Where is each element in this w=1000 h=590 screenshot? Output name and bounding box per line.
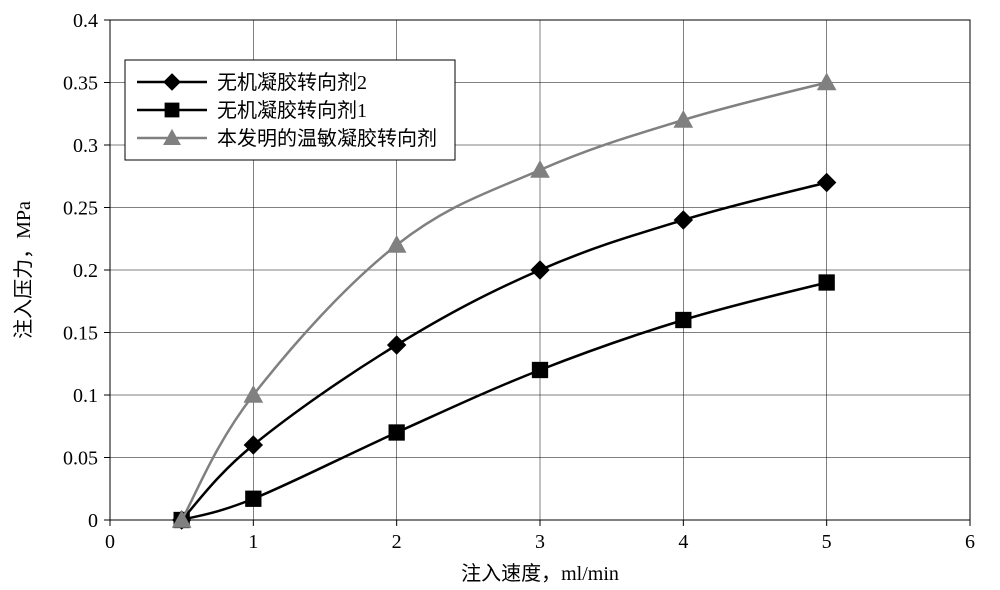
x-tick-label: 1: [248, 531, 258, 553]
chart-container: 0 1 2 3 4 5 6 0 0.05 0.1 0.15 0.2 0.25 0.3 0.35 0.4 注入速度…: [0, 0, 1000, 590]
x-tick-label: 5: [822, 531, 832, 553]
x-tick-label: 6: [965, 531, 975, 553]
x-tick-label: 2: [392, 531, 402, 553]
y-tick-label: 0.25: [63, 198, 98, 220]
legend-label: 无机凝胶转向剂2: [217, 71, 367, 94]
y-axis-label: 注入压力，MPa: [12, 201, 35, 339]
x-tick-label: 3: [535, 531, 545, 553]
chart-svg: 0 1 2 3 4 5 6 0 0.05 0.1 0.15 0.2 0.25 0.3 0.35 0.4 注入速度…: [0, 0, 1000, 590]
y-tick-label: 0.4: [73, 10, 98, 32]
y-tick-label: 0.15: [63, 323, 98, 345]
legend-label: 本发明的温敏凝胶转向剂: [217, 127, 437, 150]
y-tick-label: 0.2: [73, 260, 98, 282]
y-tick-label: 0.05: [63, 448, 98, 470]
x-axis-label: 注入速度，ml/min: [461, 562, 619, 585]
y-tick-label: 0.35: [63, 73, 98, 95]
y-tick-label: 0.3: [73, 135, 98, 157]
x-tick-label: 4: [678, 531, 688, 553]
x-tick-label: 0: [105, 531, 115, 553]
y-tick-label: 0.1: [73, 385, 98, 407]
legend-label: 无机凝胶转向剂1: [217, 99, 367, 122]
y-tick-label: 0: [88, 510, 98, 532]
